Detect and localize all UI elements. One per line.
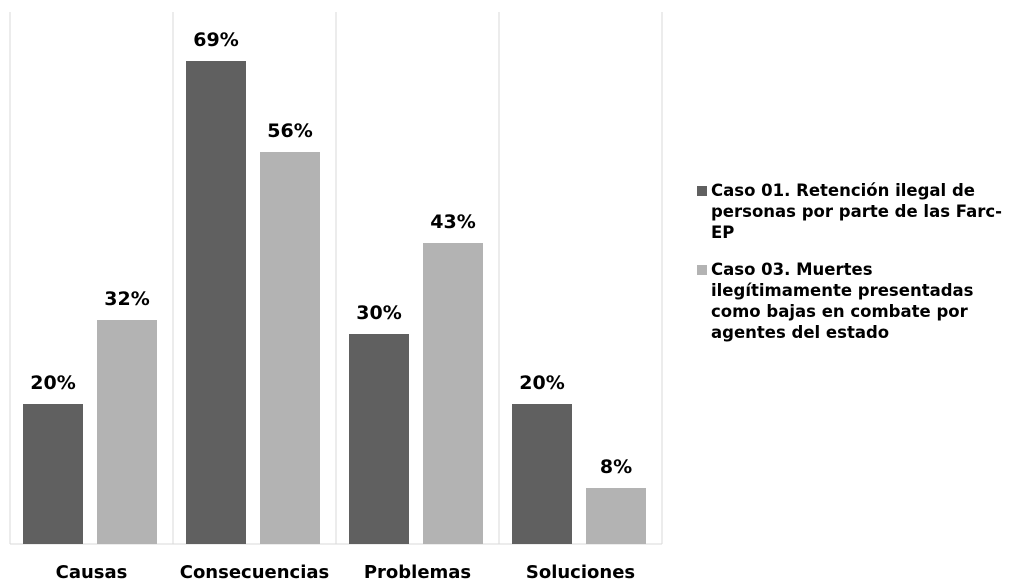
category-label-causas: Causas	[56, 562, 128, 583]
bar-series-1-consecuencias	[186, 61, 246, 544]
data-label-series-2-causas: 32%	[104, 288, 149, 310]
category-label-problemas: Problemas	[364, 562, 471, 583]
legend-item-series-1: Caso 01. Retención ilegal de personas po…	[697, 180, 1012, 243]
bar-series-1-causas	[23, 404, 83, 544]
data-label-series-2-problemas: 43%	[430, 211, 475, 233]
category-labels-layer: Causas Consecuencias Problemas Soluciones	[56, 562, 636, 583]
data-label-series-1-problemas: 30%	[356, 302, 401, 324]
bar-labels-layer: 20% 32% 69% 56% 30% 43% 20% 8%	[30, 29, 632, 478]
bar-series-2-soluciones	[586, 488, 646, 544]
legend-swatch-series-2	[697, 265, 707, 275]
legend-label-series-1: Caso 01. Retención ilegal de personas po…	[711, 181, 1002, 242]
category-label-consecuencias: Consecuencias	[180, 562, 330, 583]
bar-series-1-problemas	[349, 334, 409, 544]
legend-swatch-series-1	[697, 186, 707, 196]
data-label-series-1-causas: 20%	[30, 372, 75, 394]
data-label-series-1-soluciones: 20%	[519, 372, 564, 394]
data-label-series-2-soluciones: 8%	[600, 456, 632, 478]
legend-label-series-2: Caso 03. Muertes ilegítimamente presenta…	[711, 260, 974, 342]
category-separators	[9, 12, 663, 544]
data-label-series-1-consecuencias: 69%	[193, 29, 238, 51]
legend-item-series-2: Caso 03. Muertes ilegítimamente presenta…	[697, 259, 1012, 343]
bar-series-2-consecuencias	[260, 152, 320, 544]
bar-series-1-soluciones	[512, 404, 572, 544]
bars-layer	[23, 61, 646, 544]
bar-chart: 20% 32% 69% 56% 30% 43% 20% 8% Causas Consecuenc…	[9, 12, 663, 583]
category-label-soluciones: Soluciones	[526, 562, 635, 583]
bar-series-2-problemas	[423, 243, 483, 544]
legend: Caso 01. Retención ilegal de personas po…	[697, 180, 1012, 359]
data-label-series-2-consecuencias: 56%	[267, 120, 312, 142]
bar-series-2-causas	[97, 320, 157, 544]
